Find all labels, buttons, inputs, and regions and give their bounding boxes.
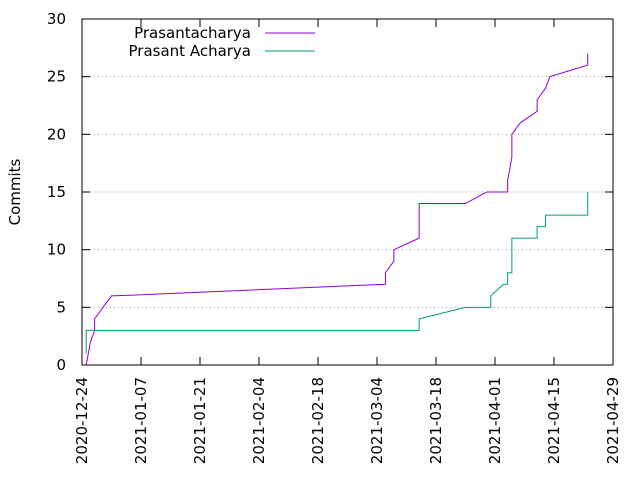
series-line: [85, 192, 589, 354]
x-tick-label: 2021-01-07: [132, 377, 150, 464]
legend-label: Prasant Acharya: [129, 42, 251, 60]
x-tick-label: 2021-03-04: [368, 377, 386, 464]
x-tick-label: 2021-03-18: [427, 377, 445, 464]
grid-lines: [82, 76, 613, 308]
legend-label: Prasantacharya: [134, 24, 251, 42]
y-tick-label: 10: [47, 241, 66, 259]
y-tick-label: 0: [56, 356, 66, 374]
x-tick-label: 2021-01-21: [191, 377, 209, 464]
y-axis: 0 5 10 15 20 25 30: [47, 10, 613, 374]
y-tick-label: 20: [47, 125, 66, 143]
x-tick-label: 2021-04-29: [604, 377, 622, 464]
y-tick-label: 15: [47, 183, 66, 201]
series-line: [85, 53, 589, 366]
y-tick-label: 25: [47, 68, 66, 86]
series-lines: [85, 53, 589, 366]
x-tick-label: 2021-04-01: [486, 377, 504, 464]
x-tick-label: 2020-12-24: [73, 377, 91, 464]
plot-frame: [81, 18, 614, 366]
x-tick-label: 2021-02-04: [250, 377, 268, 464]
x-tick-label: 2021-04-15: [545, 377, 563, 464]
x-tick-label: 2021-02-18: [309, 377, 327, 464]
y-tick-label: 5: [56, 298, 66, 316]
x-axis: 2020-12-24 2021-01-07 2021-01-21 2021-02-04…: [73, 19, 622, 464]
y-tick-label: 30: [47, 10, 66, 28]
y-axis-title: Commits: [6, 158, 24, 225]
